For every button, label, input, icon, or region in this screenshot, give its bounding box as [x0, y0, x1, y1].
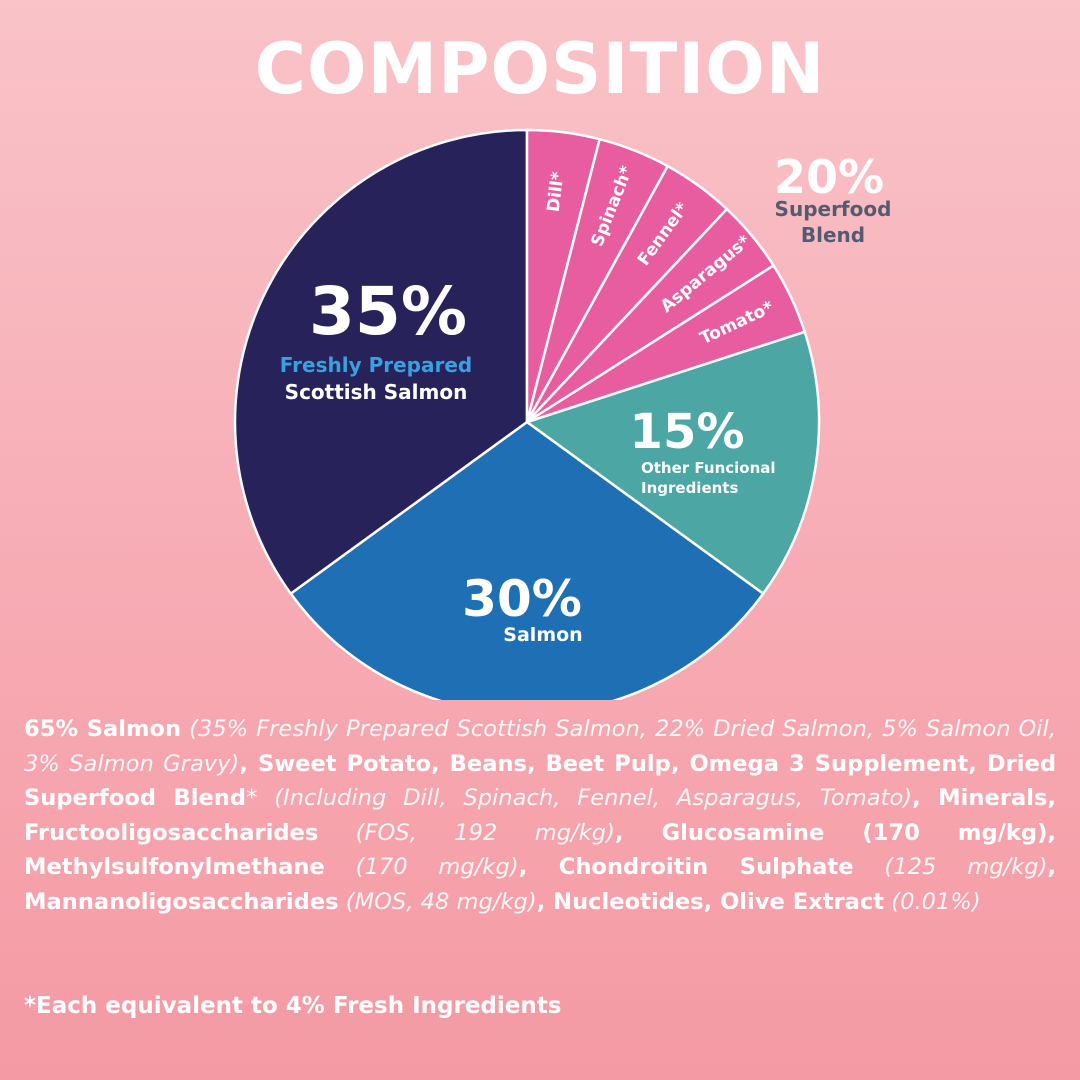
ingredient-run: , Mannanoligosaccharides	[24, 854, 1056, 915]
percent-functional: 15%	[630, 404, 745, 460]
ingredient-run: , Minerals, Fructooligosaccharides	[24, 785, 1056, 846]
page-title: COMPOSITION	[254, 28, 826, 110]
composition-pie-chart: Dill* Spinach*Fennel*Asparagus*Tomato*35%…	[233, 128, 892, 700]
ingredient-run: (170 mg/kg)	[324, 854, 519, 880]
ingredient-run: , Chondroitin Sulphate	[518, 854, 854, 880]
label-scottish-salmon: Scottish Salmon	[285, 380, 468, 404]
slice-salmon	[289, 420, 765, 700]
label-other-functional: Other Funcional	[641, 459, 776, 477]
footnote: *Each equivalent to 4% Fresh Ingredients	[24, 993, 562, 1019]
ingredient-run: (0.01%)	[884, 888, 981, 915]
label-salmon: Salmon	[503, 624, 582, 646]
ingredient-run: (Including Dill, Spinach, Fennel, Aspara…	[257, 785, 913, 811]
ingredient-run: *	[246, 785, 258, 811]
ingredient-run: (125 mg/kg)	[853, 854, 1048, 880]
label-freshly-prepared: Freshly Prepared	[280, 353, 472, 377]
ingredient-run: , Nucleotides, Olive Extract	[536, 888, 885, 915]
ingredient-run: (MOS, 48 mg/kg)	[338, 888, 537, 915]
ingredient-run: (FOS, 192 mg/kg)	[318, 819, 615, 846]
ingredient-run: 65% Salmon	[24, 716, 182, 742]
label-ingredients: Ingredients	[641, 479, 738, 497]
label-superfood: Superfood	[775, 197, 892, 221]
slice-superfood-tomato	[525, 264, 806, 424]
percent-salmon: 30%	[462, 570, 582, 628]
slice-functional-ingredients	[525, 330, 821, 595]
ingredient-run: , Glucosamine (170 mg/kg), Methylsulfony…	[24, 819, 1056, 881]
slice-freshly-prepared-salmon	[233, 128, 529, 595]
label-blend: Blend	[801, 223, 865, 247]
percent-superfood: 20%	[774, 150, 884, 204]
percent-freshly-prepared: 35%	[309, 273, 467, 350]
ingredients-list: 65% Salmon (35% Freshly Prepared Scottis…	[24, 712, 1056, 919]
ingredient-run: , Sweet Potato, Beans, Beet Pulp, Omega …	[24, 750, 1056, 812]
ingredient-run: (35% Freshly Prepared Scottish Salmon, 2…	[24, 716, 1056, 777]
